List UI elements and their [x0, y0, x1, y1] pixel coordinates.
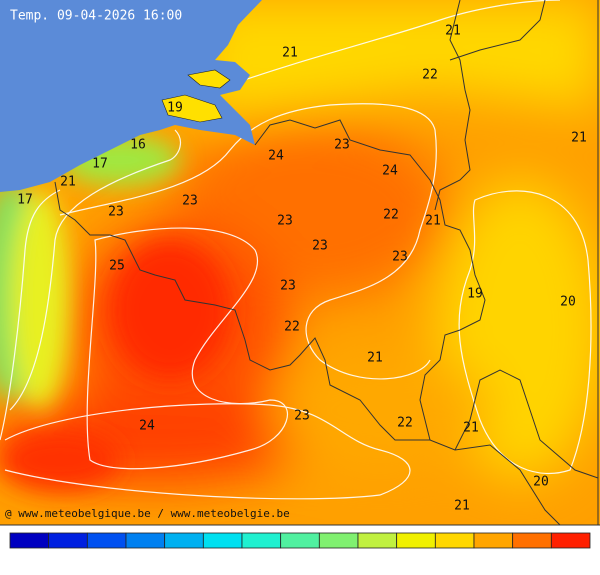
- colorbar-segment: [202, 532, 243, 549]
- temperature-label: 24: [268, 149, 284, 164]
- temperature-label: 20: [560, 295, 576, 310]
- colorbar-segment: [473, 532, 514, 549]
- colorbar-segment: [241, 532, 282, 549]
- temperature-label: 23: [280, 279, 296, 294]
- temperature-label: 21: [463, 421, 479, 436]
- colorbar-segment: [434, 532, 475, 549]
- colorbar-segment: [86, 532, 127, 549]
- isotherms: [0, 0, 592, 500]
- temperature-field: [0, 0, 600, 525]
- temperature-label: 21: [445, 24, 461, 39]
- temperature-label: 21: [571, 131, 587, 146]
- temperature-label: 23: [182, 194, 198, 209]
- temperature-label: 23: [108, 205, 124, 220]
- colorbar-segment: [9, 532, 50, 549]
- temperature-label: 25: [109, 259, 125, 274]
- colorbar-segment: [396, 532, 436, 549]
- temperature-label: 22: [422, 68, 438, 83]
- temperature-label: 24: [139, 419, 155, 434]
- colorbar-segment: [550, 532, 591, 549]
- sea: [0, 0, 262, 192]
- temperature-label: 19: [467, 287, 483, 302]
- temperature-label: 23: [392, 250, 408, 265]
- colorbar-segment: [48, 532, 88, 549]
- temperature-label: 16: [130, 138, 146, 153]
- temperature-label: 21: [60, 175, 76, 190]
- temperature-label: 21: [425, 214, 441, 229]
- colorbar: [9, 532, 591, 549]
- temperature-label: 19: [167, 101, 183, 116]
- island: [187, 69, 231, 89]
- map-title: Temp. 09-04-2026 16:00: [10, 9, 182, 24]
- borders: [54, 0, 599, 525]
- temperature-label: 20: [533, 475, 549, 490]
- colorbar-segment: [318, 532, 359, 549]
- temperature-label: 23: [277, 214, 293, 229]
- temperature-label: 21: [454, 499, 470, 514]
- temperature-label: 23: [334, 138, 350, 153]
- temperature-labels: 21 21 22 21 19 16 17 21 17 24 23 24 23 23 22 21 23 23 23 25…: [17, 24, 587, 514]
- temperature-label: 22: [284, 320, 300, 335]
- temperature-label: 22: [397, 416, 413, 431]
- colorbar-segment: [125, 532, 166, 549]
- colorbar-segment: [512, 532, 552, 549]
- temperature-label: 17: [17, 193, 33, 208]
- temperature-label: 24: [382, 164, 398, 179]
- island: [161, 94, 223, 123]
- credit: @ www.meteobelgique.be / www.meteobelgie…: [5, 507, 290, 520]
- temperature-label: 23: [294, 409, 310, 424]
- temperature-label: 21: [367, 351, 383, 366]
- temperature-label: 23: [312, 239, 328, 254]
- colorbar-segment: [357, 532, 398, 549]
- temperature-label: 21: [282, 46, 298, 61]
- temperature-label: 17: [92, 157, 108, 172]
- colorbar-segment: [164, 532, 204, 549]
- temperature-label: 22: [383, 208, 399, 223]
- colorbar-segment: [280, 532, 320, 549]
